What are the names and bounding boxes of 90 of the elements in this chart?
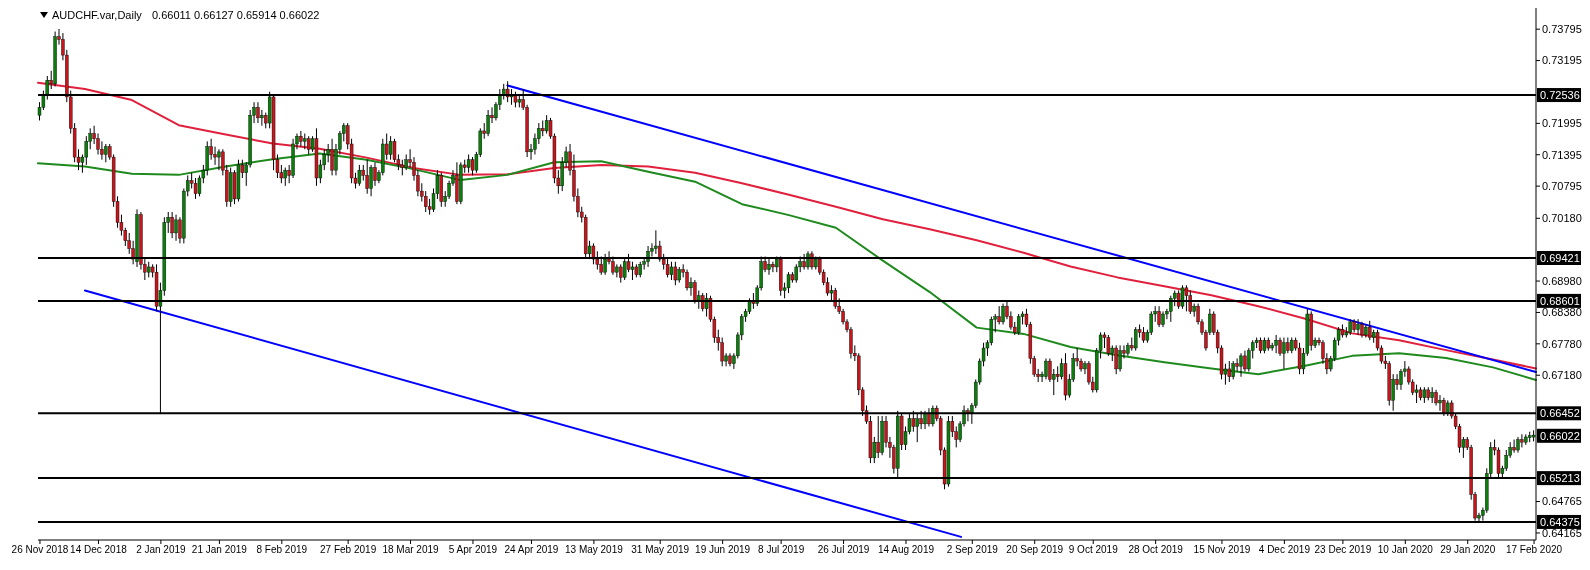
candlestick xyxy=(1157,305,1161,328)
candlestick xyxy=(1274,334,1278,354)
candlestick xyxy=(256,101,260,124)
x-tick-label: 19 Jun 2019 xyxy=(695,544,751,556)
y-tick-label: 0.73795 xyxy=(1542,23,1582,36)
x-tick-label: 9 Oct 2019 xyxy=(1068,544,1119,556)
x-tick-label: 23 Dec 2019 xyxy=(1314,544,1372,556)
x-tick-label: 8 Jul 2019 xyxy=(758,544,805,556)
ref-line-label: 0.72536 xyxy=(1540,89,1580,102)
x-tick-label: 18 Mar 2019 xyxy=(382,544,440,556)
candlestick xyxy=(1297,342,1302,375)
ref-line-label: 0.65213 xyxy=(1540,472,1580,485)
candlestick xyxy=(299,130,303,148)
candlestick xyxy=(1368,320,1372,341)
candlestick xyxy=(373,161,377,187)
annotation: 0.66022 xyxy=(1540,429,1580,442)
ref-line-label: 0.66452 xyxy=(1540,407,1580,420)
candlestick xyxy=(1356,318,1360,336)
y-tick-label: 0.71995 xyxy=(1542,117,1582,130)
candlestick xyxy=(1512,439,1516,454)
candlestick xyxy=(388,135,393,161)
candlestick xyxy=(330,138,334,176)
x-tick-label: 17 Feb 2020 xyxy=(1505,544,1563,556)
candlestick xyxy=(1114,344,1118,375)
candlestick xyxy=(1520,433,1524,448)
y-tick-label: 0.73195 xyxy=(1542,54,1582,67)
candlestick xyxy=(1118,344,1122,373)
y-tick-label: 0.68980 xyxy=(1542,274,1582,287)
y-tick-label: 0.67780 xyxy=(1542,337,1582,350)
y-tick-label: 0.71395 xyxy=(1542,148,1582,161)
x-tick-label: 29 Jan 2020 xyxy=(1440,544,1496,556)
x-tick-label: 24 Apr 2019 xyxy=(504,544,559,556)
candlestick xyxy=(1044,357,1048,380)
candlestick xyxy=(193,177,198,200)
candlestick xyxy=(876,415,880,459)
candlestick xyxy=(217,148,221,171)
candlestick xyxy=(170,211,174,239)
candlestick xyxy=(174,214,178,242)
candlestick xyxy=(369,164,373,197)
y-tick-label: 0.70795 xyxy=(1542,180,1582,193)
x-tick-label: 21 Jan 2019 xyxy=(191,544,248,556)
chart-title: AUDCHF.var,Daily xyxy=(52,9,142,21)
x-tick-label: 28 Oct 2019 xyxy=(1128,544,1184,556)
candlestick xyxy=(1231,360,1235,380)
chart-subtitle: 0.66011 0.66127 0.65914 0.66022 xyxy=(150,9,320,21)
x-tick-label: 20 Sep 2019 xyxy=(1006,544,1064,556)
candlestick xyxy=(365,159,369,195)
y-tick-label: 0.64765 xyxy=(1542,495,1582,508)
candlestick xyxy=(1282,337,1286,370)
candlestick xyxy=(1235,357,1239,373)
candlestick xyxy=(424,190,428,213)
x-tick-label: 14 Dec 2018 xyxy=(70,544,128,556)
x-tick-label: 26 Nov 2018 xyxy=(11,544,69,556)
candlestick xyxy=(1227,360,1232,383)
candlestick xyxy=(669,261,674,281)
x-tick-label: 2 Sep 2019 xyxy=(946,544,999,556)
x-tick-label: 2 Jan 2019 xyxy=(136,544,187,556)
x-tick-label: 26 Jul 2019 xyxy=(817,544,870,556)
x-tick-label: 14 Aug 2019 xyxy=(877,544,935,556)
candlestick xyxy=(1001,303,1005,325)
candlestick xyxy=(104,143,108,163)
y-tick-label: 0.70180 xyxy=(1542,212,1582,225)
y-tick-label: 0.68380 xyxy=(1542,306,1582,319)
line-series xyxy=(37,152,1537,381)
candlestick xyxy=(1243,350,1247,373)
candlestick xyxy=(1106,334,1111,357)
candlestick xyxy=(794,263,798,284)
candlestick xyxy=(283,167,287,187)
x-tick-label: 8 Feb 2019 xyxy=(256,544,308,556)
x-tick-label: 31 May 2019 xyxy=(631,544,690,556)
candlestick xyxy=(689,276,693,297)
candlestick xyxy=(470,156,475,176)
x-tick-label: 5 Apr 2019 xyxy=(448,544,498,556)
x-tick-label: 15 Nov 2019 xyxy=(1193,544,1251,556)
ref-line-label: 0.68601 xyxy=(1540,294,1580,307)
y-tick-label: 0.64165 xyxy=(1542,526,1582,539)
x-tick-label: 27 Feb 2019 xyxy=(320,544,377,556)
candlestick xyxy=(771,261,775,273)
ref-line-label: 0.64375 xyxy=(1540,515,1580,528)
x-tick-label: 10 Jan 2020 xyxy=(1377,544,1434,556)
candlestick xyxy=(615,263,619,278)
x-tick-label: 4 Dec 2019 xyxy=(1258,544,1311,556)
ref-line-label: 0.69421 xyxy=(1540,251,1580,264)
candlestick xyxy=(260,109,264,127)
candlestick xyxy=(1239,352,1243,378)
candlestick xyxy=(486,109,490,137)
candlestick xyxy=(619,263,623,284)
y-tick-label: 0.67180 xyxy=(1542,369,1582,382)
line-series xyxy=(37,81,1537,370)
x-tick-label: 13 May 2019 xyxy=(564,544,624,556)
